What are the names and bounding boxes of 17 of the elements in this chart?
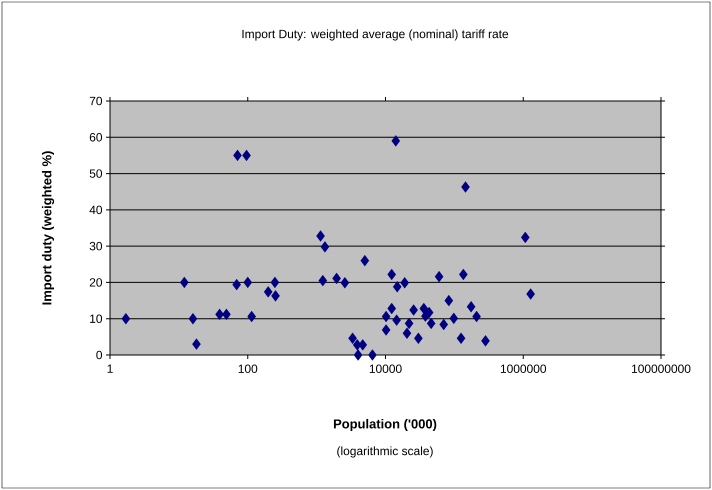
chart-title: Import Duty: weighted average (nominal) tariff rate [242,29,508,41]
x-tick-label: 10000 [370,364,402,373]
y-tick-label: 50 [90,169,102,178]
x-tick-label: 1 [108,364,113,373]
y-tick-label: 70 [90,96,102,106]
x-tick-label: 100000000 [632,364,690,373]
y-tick-label: 20 [90,278,102,287]
text: (logarithmic scale) [337,446,433,458]
x-tick-label: 1000000 [500,364,546,373]
y-tick-label: 40 [89,206,102,214]
y-tick-label: 10 [90,314,102,323]
x-tick-label: 100 [238,364,258,373]
y-tick-label: 60 [90,133,102,142]
x-axis-title: Population ('000) [334,418,436,432]
y-tick-label: 0 [96,350,102,360]
y-tick-label: 30 [90,242,102,250]
y-axis-title: Import duty (weighted %) [42,151,54,304]
